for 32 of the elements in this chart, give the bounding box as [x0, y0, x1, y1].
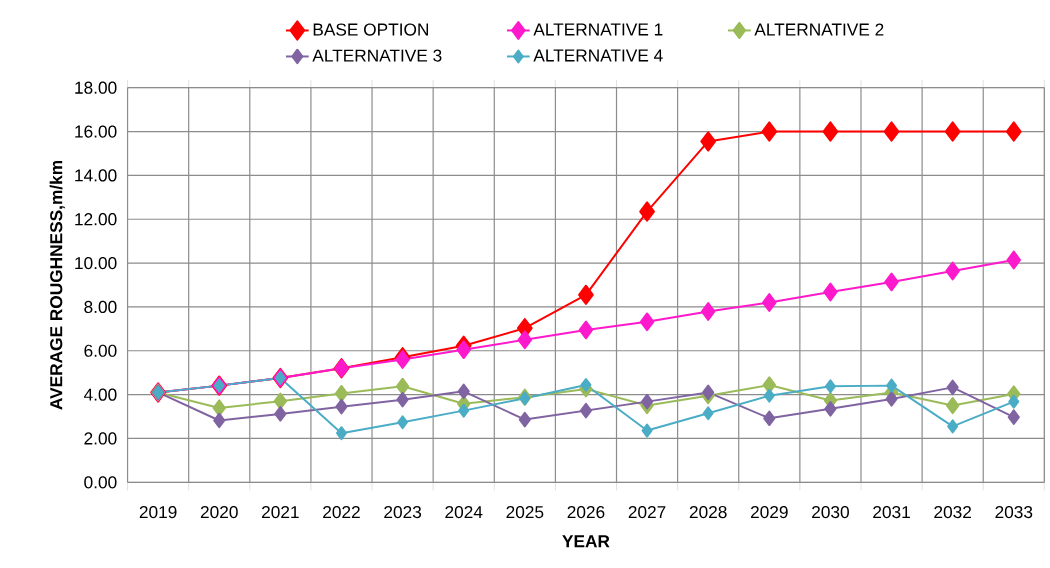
x-tick-label: 2022 — [323, 505, 360, 519]
y-tick-label: 2.00 — [84, 432, 117, 445]
x-tick-label: 2021 — [262, 505, 299, 519]
y-tick-label: 4.00 — [83, 388, 117, 401]
x-tick-label: 2030 — [812, 505, 849, 519]
x-tick-label: 2026 — [567, 505, 605, 519]
y-tick-label: 6.00 — [84, 344, 117, 357]
y-tick-label: 14.00 — [75, 169, 117, 182]
x-tick-label: 2028 — [689, 505, 727, 519]
x-tick-label: 2027 — [628, 505, 666, 519]
legend-label: ALTERNATIVE 4 — [533, 49, 663, 62]
y-tick-label: 8.00 — [84, 300, 117, 314]
x-tick-label: 2023 — [384, 505, 422, 519]
x-tick-label: 2020 — [200, 505, 238, 519]
legend-label: ALTERNATIVE 3 — [312, 49, 442, 62]
y-tick-label: 0.00 — [84, 476, 117, 489]
x-axis-title: YEAR — [562, 535, 610, 548]
y-axis-title: AVERAGE ROUGHNESS,m/km — [49, 160, 65, 410]
x-tick-label: 2025 — [506, 505, 544, 519]
x-tick-label: 2031 — [873, 505, 910, 519]
x-tick-label: 2033 — [995, 505, 1033, 519]
legend-label: ALTERNATIVE 1 — [533, 23, 663, 36]
legend-label: BASE OPTION — [313, 23, 429, 36]
x-tick-label: 2029 — [750, 505, 788, 519]
legend-label: ALTERNATIVE 2 — [754, 23, 884, 36]
y-tick-label: 16.00 — [75, 125, 117, 138]
x-tick-label: 2024 — [445, 505, 483, 519]
x-tick-label: 2032 — [934, 505, 971, 519]
y-tick-label: 10.00 — [75, 256, 117, 270]
x-tick-label: 2019 — [139, 505, 177, 519]
y-tick-label: 12.00 — [75, 213, 117, 226]
y-tick-label: 18.00 — [75, 81, 117, 94]
